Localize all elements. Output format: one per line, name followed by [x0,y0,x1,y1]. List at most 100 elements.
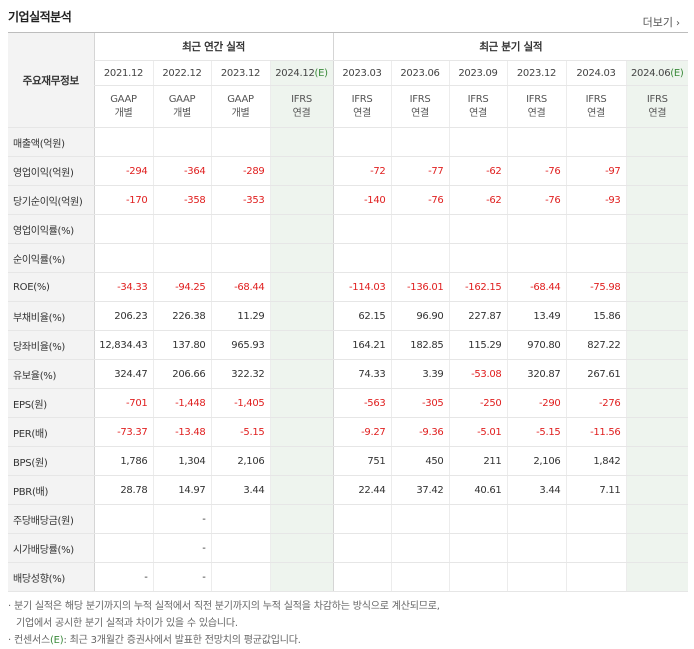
table-cell: 450 [390,446,449,476]
table-cell [152,243,211,273]
accounting-standard: GAAP 개별 [210,85,270,128]
table-cell: -5.15 [210,417,270,447]
table-cell [565,504,626,534]
row-label: 순이익률(%) [8,243,94,273]
table-cell: -75.98 [565,272,626,302]
table-cell [210,127,270,157]
table-cell: -9.36 [390,417,449,447]
table-cell [269,156,333,186]
table-cell [210,533,270,563]
table-cell: -97 [565,156,626,186]
table-cell: 827.22 [565,330,626,360]
more-label: 더보기 [642,16,673,29]
table-cell: 164.21 [332,330,391,360]
row-label: PER(배) [8,417,94,447]
note-3: · 컨센서스(E): 최근 3개월간 증권사에서 발표한 전망치의 평균값입니다… [8,635,301,646]
period-header: 2024.12(E) [269,60,333,86]
table-row: 순이익률(%) [8,243,688,273]
table-cell [448,214,507,244]
table-cell: -1,405 [210,388,270,418]
table-cell [390,127,449,157]
table-cell [625,214,688,244]
table-cell: 324.47 [93,359,153,389]
table-cell: -162.15 [448,272,507,302]
table-cell: -76 [506,156,566,186]
table-cell [625,272,688,302]
accounting-standard: IFRS 연결 [332,85,391,128]
table-cell [269,330,333,360]
row-label: 유보율(%) [8,359,94,389]
table-cell [269,185,333,215]
table-cell [448,562,507,592]
accounting-standard: IFRS 연결 [448,85,507,128]
table-cell: 211 [448,446,507,476]
table-cell [332,533,391,563]
table-cell: -294 [93,156,153,186]
note-1: · 분기 실적은 해당 분기까지의 누적 실적에서 직전 분기까지의 누적 실적… [8,601,440,612]
accounting-standard: IFRS 연결 [506,85,566,128]
table-cell [269,562,333,592]
table-row: PER(배) -73.37 -13.48 -5.15 -9.27 -9.36 -5.01 -5… [8,417,688,447]
table-cell [625,359,688,389]
table-row: BPS(원) 1,786 1,304 2,106 751 450 211 2,106 1,842 [8,446,688,476]
table-cell: 1,786 [93,446,153,476]
table-cell [210,504,270,534]
table-cell [269,359,333,389]
table-cell [332,504,391,534]
table-cell: 37.42 [390,475,449,505]
table-cell [390,504,449,534]
table-cell: 322.32 [210,359,270,389]
table-cell: 40.61 [448,475,507,505]
table-top-border [8,32,688,33]
table-cell: 3.44 [210,475,270,505]
table-cell [625,156,688,186]
row-label: 배당성향(%) [8,562,94,592]
table-cell: -77 [390,156,449,186]
accounting-standard: IFRS 연결 [390,85,449,128]
table-cell [269,214,333,244]
table-cell [210,214,270,244]
table-cell: -94.25 [152,272,211,302]
table-row: ROE(%) -34.33 -94.25 -68.44 -114.03 -136.01 -1… [8,272,688,302]
table-cell [565,533,626,563]
table-cell [390,243,449,273]
row-label: ROE(%) [8,272,94,302]
table-cell: 965.93 [210,330,270,360]
table-cell [448,533,507,563]
table-cell: -1,448 [152,388,211,418]
table-cell: 74.33 [332,359,391,389]
table-row: 주당배당금(원) - [8,504,688,534]
table-cell: 2,106 [506,446,566,476]
table-cell: -62 [448,156,507,186]
estimate-mark: (E) [670,67,684,79]
table-cell [332,243,391,273]
table-cell [448,243,507,273]
table-cell [390,562,449,592]
table-cell: 227.87 [448,301,507,331]
table-row: 시가배당률(%) - [8,533,688,563]
row-label: 시가배당률(%) [8,533,94,563]
table-row: EPS(원) -701 -1,448 -1,405 -563 -305 -250 -290 -2… [8,388,688,418]
table-cell: 14.97 [152,475,211,505]
table-cell: 11.29 [210,301,270,331]
table-cell: 751 [332,446,391,476]
table-cell [506,243,566,273]
table-cell: -72 [332,156,391,186]
table-cell: -140 [332,185,391,215]
table-cell: -68.44 [210,272,270,302]
table-cell [269,127,333,157]
table-cell: -73.37 [93,417,153,447]
table-row: 영업이익률(%) [8,214,688,244]
table-cell [269,446,333,476]
table-cell: -114.03 [332,272,391,302]
row-label: 부채비율(%) [8,301,94,331]
more-link[interactable]: 더보기 › [643,14,680,30]
table-cell: -290 [506,388,566,418]
table-cell: 3.39 [390,359,449,389]
table-cell: -93 [565,185,626,215]
table-cell: 320.87 [506,359,566,389]
table-cell [269,272,333,302]
table-cell [210,562,270,592]
table-row: 매출액(억원) [8,127,688,157]
table-cell: 13.49 [506,301,566,331]
